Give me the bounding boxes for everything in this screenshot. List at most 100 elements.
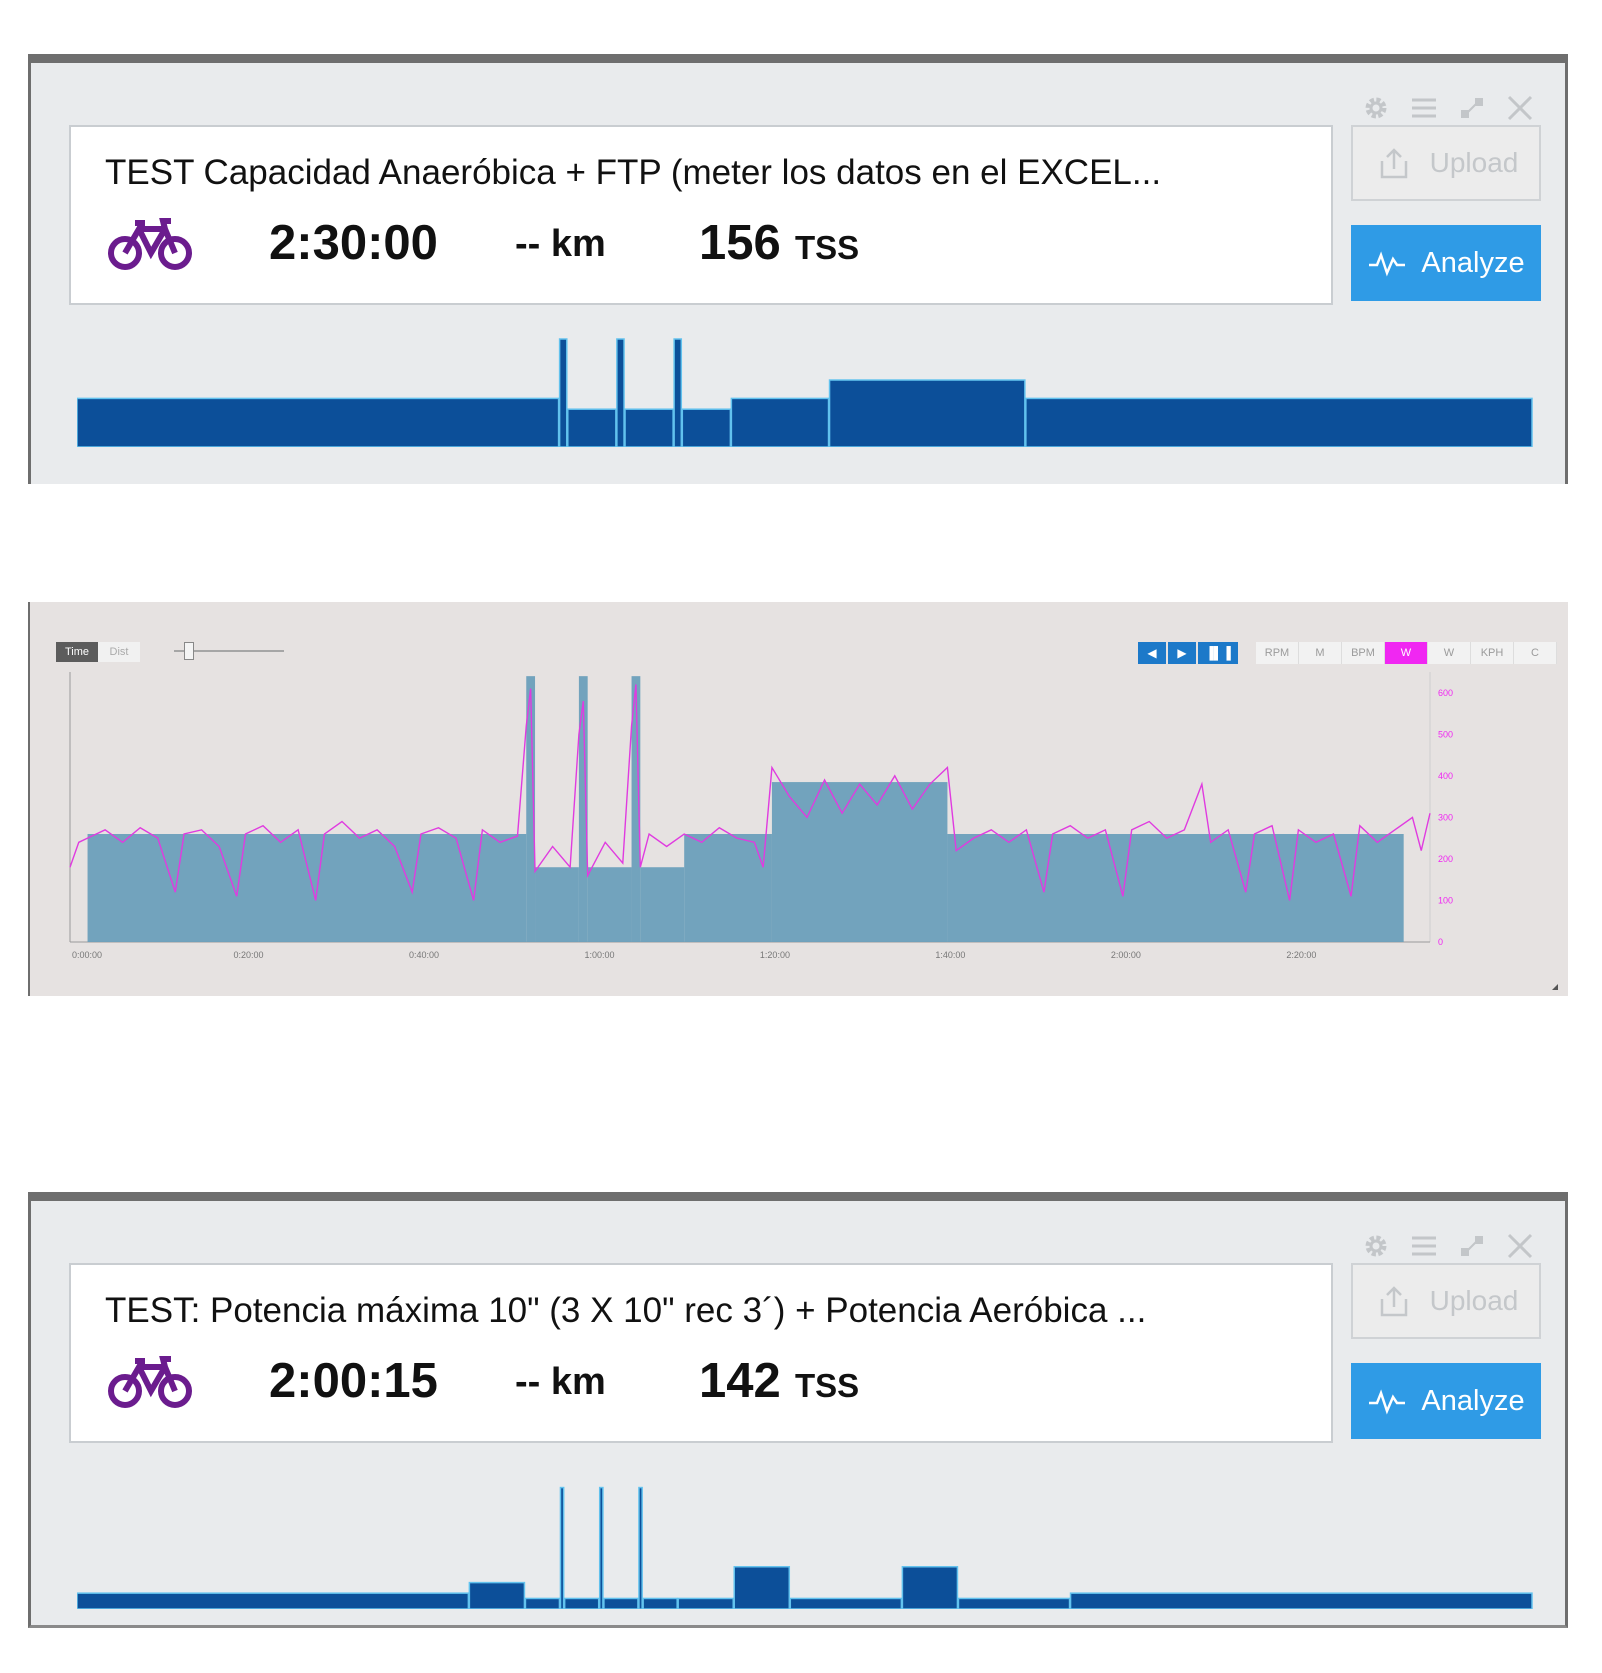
x-tick-label: 0:20:00 — [233, 950, 263, 960]
analyze-label: Analyze — [1421, 246, 1525, 279]
profile-step — [468, 1581, 526, 1609]
profile-step — [1025, 397, 1533, 447]
profile-step — [524, 1597, 561, 1609]
expand-icon[interactable] — [1457, 93, 1487, 123]
zoom-slider-handle[interactable] — [184, 642, 194, 660]
channel-bpm[interactable]: BPM — [1342, 642, 1385, 664]
y-tick-label: 500 — [1438, 729, 1453, 739]
y-tick-label: 200 — [1438, 854, 1453, 864]
interval-bar — [578, 676, 588, 942]
profile-step — [638, 1486, 643, 1609]
workout-title[interactable]: TEST Capacidad Anaeróbica + FTP (meter l… — [105, 153, 1162, 192]
workout-profile-chart — [77, 338, 1533, 447]
workout-summary[interactable]: TEST: Potencia máxima 10" (3 X 10" rec 3… — [69, 1263, 1333, 1443]
x-tick-label: 1:20:00 — [760, 950, 790, 960]
arrow-right-icon[interactable]: ▶ — [1168, 642, 1196, 664]
analyze-button[interactable]: Analyze — [1351, 225, 1541, 301]
upload-icon — [1380, 148, 1407, 179]
y-tick-label: 100 — [1438, 895, 1453, 905]
profile-step — [673, 338, 683, 447]
analyze-button[interactable]: Analyze — [1351, 1363, 1541, 1439]
interval-bar — [526, 676, 536, 942]
bike-icon — [108, 1356, 192, 1408]
interval-bar — [587, 867, 632, 942]
workout-title[interactable]: TEST: Potencia máxima 10" (3 X 10" rec 3… — [105, 1291, 1147, 1330]
channel-w-active[interactable]: W — [1385, 642, 1428, 664]
channel-w[interactable]: W — [1428, 642, 1471, 664]
channel-rpm[interactable]: RPM — [1256, 642, 1299, 664]
close-icon[interactable] — [1505, 93, 1535, 123]
zoom-slider[interactable] — [174, 642, 284, 660]
interval-bar — [87, 834, 527, 942]
resize-handle[interactable] — [1552, 984, 1558, 990]
profile-step — [642, 1597, 678, 1609]
channel-c[interactable]: C — [1514, 642, 1557, 664]
profile-step — [603, 1597, 639, 1609]
interval-bar — [631, 676, 641, 942]
bars-icon[interactable]: ▐▌▐ — [1198, 642, 1238, 664]
profile-step — [558, 338, 568, 447]
profile-step — [559, 1486, 565, 1609]
arrow-left-icon[interactable]: ◀ — [1138, 642, 1166, 664]
analysis-panel[interactable]: Time Dist ◀ ▶ ▐▌▐ RPM M BPM W W KPH C 0:… — [28, 602, 1568, 996]
workout-profile-chart — [77, 1486, 1533, 1609]
expand-icon[interactable] — [1457, 1231, 1487, 1261]
time-dist-toggle[interactable]: Time Dist — [56, 642, 140, 662]
x-tick-label: 1:00:00 — [584, 950, 614, 960]
channel-selector: RPM M BPM W W KPH C — [1256, 642, 1557, 664]
card-toolbar — [1361, 93, 1535, 123]
power-chart[interactable]: 0:00:00 0:20:00 0:40:00 1:00:00 1:20:00 1:40:… — [30, 602, 1568, 996]
profile-step — [957, 1597, 1071, 1609]
profile-step — [77, 1592, 470, 1609]
profile-step — [77, 397, 560, 447]
interval-bar — [947, 834, 1404, 942]
upload-button[interactable]: Upload — [1351, 125, 1541, 201]
workout-duration: 2:30:00 — [269, 216, 438, 270]
profile-step — [730, 397, 830, 447]
workout-card-1[interactable]: TEST Capacidad Anaeróbica + FTP (meter l… — [28, 54, 1568, 484]
profile-step — [598, 1486, 604, 1609]
channel-m[interactable]: M — [1299, 642, 1342, 664]
x-tick-label: 0:00:00 — [72, 950, 102, 960]
profile-step — [677, 1597, 734, 1609]
profile-step — [828, 379, 1026, 447]
workout-summary[interactable]: TEST Capacidad Anaeróbica + FTP (meter l… — [69, 125, 1333, 305]
power-line — [69, 684, 1431, 901]
menu-icon[interactable] — [1409, 1231, 1439, 1261]
workout-distance: -- km — [515, 223, 606, 265]
workout-duration: 2:00:15 — [269, 1354, 438, 1408]
y-tick-label: 0 — [1438, 937, 1443, 947]
tss-value: 142 — [699, 1354, 781, 1408]
workout-card-2[interactable]: TEST: Potencia máxima 10" (3 X 10" rec 3… — [28, 1192, 1568, 1628]
menu-icon[interactable] — [1409, 93, 1439, 123]
y-tick-label: 300 — [1438, 812, 1453, 822]
workout-distance: -- km — [515, 1361, 606, 1403]
upload-button[interactable]: Upload — [1351, 1263, 1541, 1339]
y-tick-label: 400 — [1438, 771, 1453, 781]
bike-icon — [108, 218, 192, 270]
profile-step — [616, 338, 625, 447]
interval-bar — [640, 867, 685, 942]
x-tick-label: 2:00:00 — [1111, 950, 1141, 960]
profile-step — [733, 1566, 791, 1609]
tss-unit: TSS — [795, 1367, 860, 1404]
dist-toggle[interactable]: Dist — [98, 642, 140, 662]
x-tick-label: 2:20:00 — [1286, 950, 1316, 960]
gear-icon[interactable] — [1361, 1231, 1391, 1261]
close-icon[interactable] — [1505, 1231, 1535, 1261]
profile-step — [681, 408, 732, 447]
pulse-icon — [1369, 251, 1406, 277]
pulse-icon — [1369, 1389, 1406, 1415]
time-toggle[interactable]: Time — [56, 642, 98, 662]
channel-kph[interactable]: KPH — [1471, 642, 1514, 664]
interval-bar — [684, 834, 772, 942]
profile-step — [567, 408, 617, 447]
x-tick-label: 0:40:00 — [409, 950, 439, 960]
profile-step — [789, 1597, 903, 1609]
profile-step — [563, 1597, 600, 1609]
x-tick-label: 1:40:00 — [935, 950, 965, 960]
tss-unit: TSS — [795, 229, 860, 266]
upload-label: Upload — [1429, 147, 1519, 178]
gear-icon[interactable] — [1361, 93, 1391, 123]
upload-label: Upload — [1429, 1285, 1519, 1316]
